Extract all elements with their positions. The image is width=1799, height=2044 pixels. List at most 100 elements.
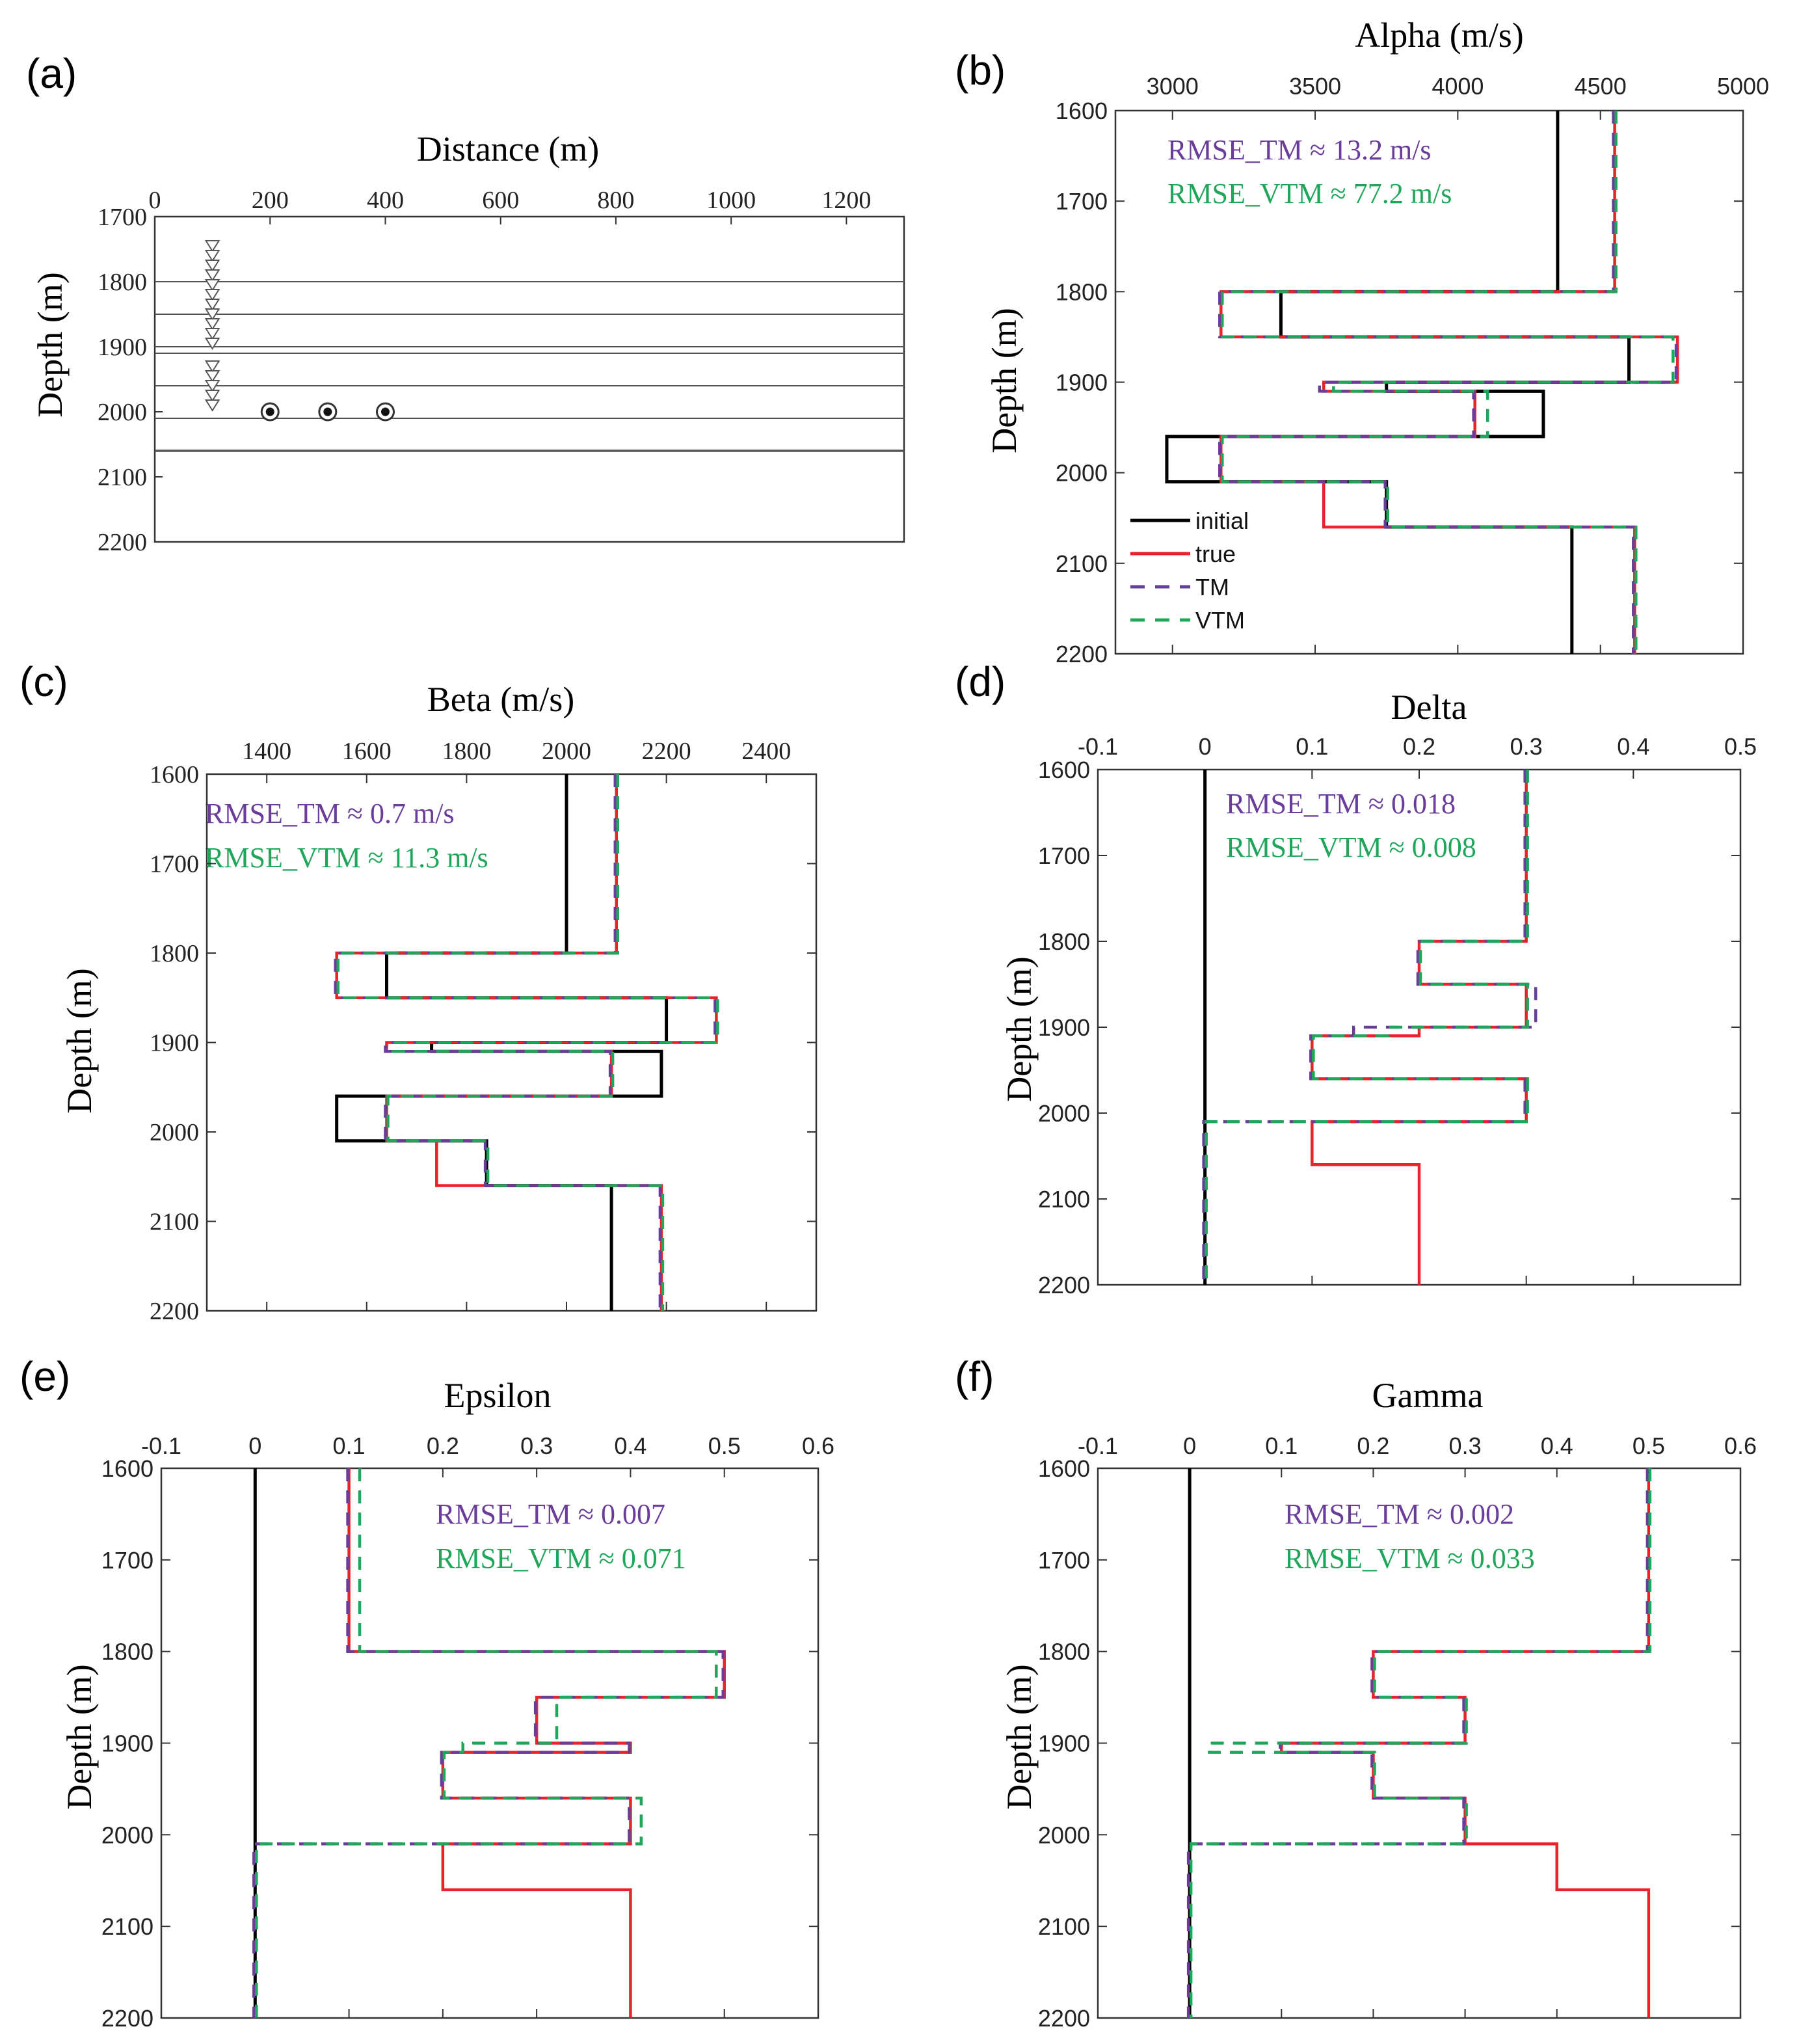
series-vtm-line xyxy=(1221,111,1675,654)
panel-a-plot: 0 200 400 600 800 1000 1200 1700 1800 1900 2000 210… xyxy=(98,187,905,556)
x-tick-label: 0.5 xyxy=(708,1432,741,1459)
y-tick-label: 2100 xyxy=(101,1913,153,1940)
x-tick-label: 0 xyxy=(1183,1432,1196,1459)
x-tick-label: 1000 xyxy=(706,187,756,214)
receiver-triangle-icon xyxy=(204,269,220,282)
x-tick-label: 0 xyxy=(149,187,161,214)
x-tick-label: 0.2 xyxy=(1357,1432,1389,1459)
x-tick-label: 3500 xyxy=(1289,73,1341,100)
y-tick-label: 2100 xyxy=(150,1209,199,1236)
panel-a-geometry: (a) Distance (m) Depth (m) 0 200 400 600 800… xyxy=(26,50,905,556)
panel-a-ylabel: Depth (m) xyxy=(31,272,70,417)
x-tick-label: 0.3 xyxy=(1510,733,1543,760)
x-tick-label: 0.5 xyxy=(1632,1432,1665,1459)
receiver-triangle-icon xyxy=(204,390,220,402)
y-tick-label: 2200 xyxy=(1038,2005,1090,2032)
panel-f-ylabel: Depth (m) xyxy=(1000,1664,1039,1809)
x-tick-label: 0.3 xyxy=(520,1432,553,1459)
x-tick-label: 0.2 xyxy=(427,1432,459,1459)
receiver-triangle-icon xyxy=(204,250,220,262)
y-tick-label: 1800 xyxy=(98,269,147,296)
y-tick-label: 1700 xyxy=(98,204,147,231)
panel-b-title: Alpha (m/s) xyxy=(1355,16,1523,55)
x-tick-label: -0.1 xyxy=(1078,1432,1118,1459)
y-tick-label: 2000 xyxy=(98,399,147,426)
x-tick-label: 0.6 xyxy=(1724,1432,1757,1459)
x-tick-label: 2400 xyxy=(741,738,791,765)
x-tick-label: 0 xyxy=(1199,733,1212,760)
x-tick-label: 1600 xyxy=(342,738,392,765)
panel-b-rmse-tm: RMSE_TM ≈ 13.2 m/s xyxy=(1167,134,1432,166)
panel-d-plot: -0.1 0 0.1 0.2 0.3 0.4 0.5 1600 1700 1800 1900 2000… xyxy=(1038,733,1757,1298)
receiver-triangle-icon xyxy=(204,289,220,301)
y-tick-label: 1600 xyxy=(1038,1455,1090,1482)
y-tick-label: 2000 xyxy=(1038,1822,1090,1848)
panel-c-title: Beta (m/s) xyxy=(427,680,574,719)
y-tick-label: 1600 xyxy=(101,1455,153,1482)
panel-b-plot: 3000 3500 4000 4500 5000 1600 1700 1800 1900 2000… xyxy=(1056,73,1769,667)
x-tick-label: 1200 xyxy=(821,187,871,214)
y-tick-label: 2200 xyxy=(101,2005,153,2032)
x-tick-label: 4500 xyxy=(1575,73,1627,100)
y-tick-label: 2000 xyxy=(1056,460,1108,487)
y-tick-label: 1700 xyxy=(150,851,199,878)
panel-e-label: (e) xyxy=(20,1353,70,1400)
x-tick-label: 0.1 xyxy=(1265,1432,1298,1459)
panel-c-plot: 1400 1600 1800 2000 2200 2400 1600 1700 1800 1900… xyxy=(150,738,818,1325)
x-tick-label: 0.1 xyxy=(1296,733,1328,760)
panel-f-rmse-vtm: RMSE_VTM ≈ 0.033 xyxy=(1285,1542,1535,1574)
y-tick-label: 1600 xyxy=(1056,98,1108,124)
panel-b-ylabel: Depth (m) xyxy=(985,308,1024,453)
panel-e-plot: -0.1 0 0.1 0.2 0.3 0.4 0.5 0.6 1600 1700 1800 1900 2… xyxy=(101,1432,834,2032)
panel-b-rmse-vtm: RMSE_VTM ≈ 77.2 m/s xyxy=(1167,178,1452,209)
x-tick-label: -0.1 xyxy=(1078,733,1118,760)
series-vtm-line xyxy=(255,1468,718,2018)
series-tm-line xyxy=(1218,111,1678,654)
panel-c-rmse-vtm: RMSE_VTM ≈ 11.3 m/s xyxy=(205,842,488,874)
x-tick-label: 1800 xyxy=(442,738,491,765)
x-tick-label: 0 xyxy=(248,1432,261,1459)
y-tick-label: 1700 xyxy=(1038,842,1090,869)
y-tick-label: 2100 xyxy=(1038,1186,1090,1213)
panel-d: (d) Delta Depth (m) RMSE_TM ≈ 0.018 RMSE… xyxy=(955,658,1757,1298)
panel-b-label: (b) xyxy=(955,47,1006,94)
panel-d-title: Delta xyxy=(1391,688,1467,727)
x-tick-label: 0.3 xyxy=(1449,1432,1482,1459)
y-tick-label: 2000 xyxy=(101,1822,153,1848)
panel-e-ylabel: Depth (m) xyxy=(60,1664,99,1809)
x-tick-label: 0.1 xyxy=(333,1432,366,1459)
x-tick-label: 800 xyxy=(597,187,634,214)
x-tick-label: 0.2 xyxy=(1403,733,1435,760)
x-tick-label: 0.5 xyxy=(1724,733,1757,760)
x-tick-label: 4000 xyxy=(1432,73,1484,100)
y-tick-label: 2200 xyxy=(1056,641,1108,667)
panel-f-plot: -0.1 0 0.1 0.2 0.3 0.4 0.5 0.6 1600 1700 1800 1900 2… xyxy=(1038,1432,1757,2032)
panel-d-rmse-vtm: RMSE_VTM ≈ 0.008 xyxy=(1226,831,1476,863)
panel-e-title: Epsilon xyxy=(444,1376,551,1415)
x-tick-label: 0.4 xyxy=(614,1432,646,1459)
y-tick-label: 1900 xyxy=(101,1730,153,1757)
receiver-triangle-icon xyxy=(204,279,220,291)
x-tick-label: 0.6 xyxy=(802,1432,834,1459)
y-tick-label: 1900 xyxy=(1056,370,1108,396)
panel-d-rmse-tm: RMSE_TM ≈ 0.018 xyxy=(1226,788,1456,820)
x-tick-label: 0.4 xyxy=(1541,1432,1573,1459)
series-vtm-line xyxy=(1189,1468,1652,2018)
y-tick-label: 1600 xyxy=(150,761,199,788)
receiver-triangle-icon xyxy=(204,380,220,392)
receiver-triangle-icon xyxy=(204,260,220,272)
y-tick-label: 1700 xyxy=(1056,188,1108,215)
series-tm-line xyxy=(252,1468,725,2018)
receiver-triangle-icon xyxy=(204,318,220,330)
panel-d-label: (d) xyxy=(955,658,1006,705)
y-tick-label: 1700 xyxy=(1038,1547,1090,1574)
y-tick-label: 1900 xyxy=(98,334,147,361)
y-tick-label: 2200 xyxy=(1038,1272,1090,1298)
y-tick-label: 1600 xyxy=(1038,757,1090,783)
receiver-triangle-icon xyxy=(204,360,220,373)
y-tick-label: 1800 xyxy=(1038,1639,1090,1665)
panel-f-label: (f) xyxy=(955,1353,994,1400)
y-tick-label: 1900 xyxy=(1038,1730,1090,1757)
panel-b: (b) Alpha (m/s) Depth (m) RMSE_TM ≈ 13.2… xyxy=(955,16,1769,667)
